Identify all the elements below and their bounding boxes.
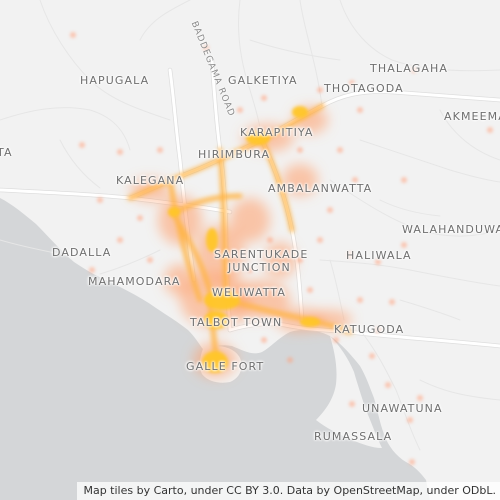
heatmap-layer (70, 32, 493, 465)
place-label-thotagoda: THOTAGODA (324, 82, 404, 95)
place-label-akmeemana: AKMEEMA (444, 110, 500, 123)
place-label-mahamodara: MAHAMODARA (88, 275, 181, 288)
place-label-junction: JUNCTION (228, 261, 291, 274)
place-label-sarentukade: SARENTUKADE (214, 248, 309, 261)
place-label-rumassala: RUMASSALA (314, 430, 393, 443)
place-label-ambalanwatta: AMBALANWATTA (268, 182, 373, 195)
place-label-thalagaha: THALAGAHA (370, 62, 448, 75)
unawatuna-bay (382, 448, 406, 469)
place-label-haliwala: HALIWALA (346, 249, 412, 262)
place-label-galketiya: GALKETIYA (228, 74, 298, 87)
place-label-unawatuna: UNAWATUNA (362, 402, 443, 415)
place-label-galle-fort: GALLE FORT (186, 360, 265, 373)
rumassala-headland (316, 336, 382, 448)
place-label-walahanduwa: WALAHANDUWA (402, 223, 500, 236)
place-label-edge: TA (0, 146, 13, 159)
place-label-karapitiya: KARAPITIYA (240, 126, 314, 139)
map-attribution: Map tiles by Carto, under CC BY 3.0. Dat… (77, 482, 500, 500)
place-label-kalegana: KALEGANA (116, 174, 185, 187)
place-label-talbot-town: TALBOT TOWN (190, 316, 283, 329)
place-label-weliwatta: WELIWATTA (212, 286, 286, 299)
place-label-hapugala: HAPUGALA (80, 74, 150, 87)
place-label-katugoda: KATUGODA (334, 323, 405, 336)
place-label-dadalla: DADALLA (52, 246, 112, 259)
place-label-hirimbura: HIRIMBURA (198, 148, 271, 161)
